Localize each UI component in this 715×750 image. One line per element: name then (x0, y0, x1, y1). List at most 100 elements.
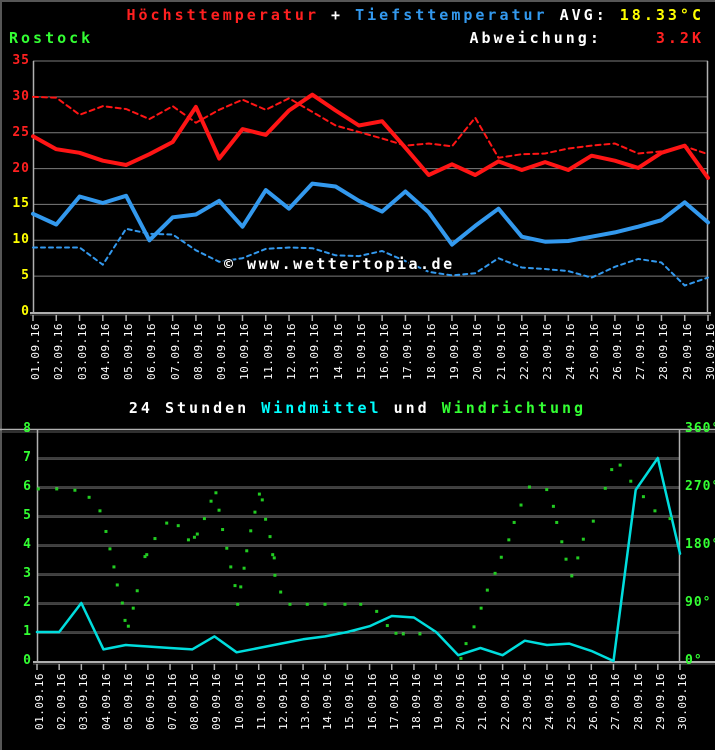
wind-direction-dot (112, 565, 116, 569)
temp-x-tick-label: 20.09.16 (471, 323, 484, 380)
wind-direction-dot (603, 486, 607, 490)
temp-y-tick-label: 30 (12, 89, 30, 104)
temp-x-tick-label: 04.09.16 (99, 323, 112, 380)
wind-direction-dot (126, 624, 130, 628)
temp-x-tick-label: 07.09.16 (169, 323, 182, 380)
wind-direction-dot (176, 524, 180, 528)
wind-direction-dot (120, 601, 124, 605)
temp-chart-header: Höchsttemperatur + Tiefsttemperatur AVG:… (127, 6, 705, 24)
temp-x-tick-label: 12.09.16 (285, 323, 298, 380)
wind-direction-dot (236, 602, 240, 606)
temp-x-tick-label: 19.09.16 (448, 323, 461, 380)
wind-direction-dot (464, 642, 468, 646)
wind-direction-dot (73, 488, 77, 492)
wind-x-tick-label: 26.09.16 (587, 673, 600, 730)
wind-y-tick-label: 2 (23, 595, 32, 610)
temp-x-tick-label: 28.09.16 (657, 323, 670, 380)
temp-x-tick-label: 08.09.16 (192, 323, 205, 380)
wind-direction-dot (242, 566, 246, 570)
wind-y-tick-label: 7 (23, 450, 32, 465)
wind-title-und: und (381, 399, 442, 417)
max-temp-title: Höchsttemperatur (126, 6, 319, 24)
wind-direction-dot (271, 553, 275, 557)
wind-x-tick-label: 30.09.16 (676, 673, 689, 730)
page-border-left (0, 0, 2, 750)
temp-x-tick-label: 09.09.16 (215, 323, 228, 380)
wind-x-tick-label: 08.09.16 (188, 673, 201, 730)
temp-x-tick-label: 11.09.16 (262, 323, 275, 380)
wind-direction-dot (591, 519, 595, 523)
wind-direction-dot (145, 553, 149, 557)
wind-direction-dot (209, 499, 213, 503)
wind-direction-dot (273, 573, 277, 577)
avg-value: 18.33°C (619, 6, 704, 24)
wind-direction-dot (104, 529, 108, 533)
watermark: © www.wettertopia.de (224, 255, 455, 273)
wind-direction-dot (257, 492, 261, 496)
wind-x-tick-label: 25.09.16 (565, 673, 578, 730)
wind-direction-dot (653, 509, 657, 513)
wind-x-tick-label: 23.09.16 (521, 673, 534, 730)
wind-direction-dot (214, 491, 218, 495)
wind-direction-dot (249, 529, 253, 533)
station-name: Rostock (9, 29, 94, 47)
wind-y-tick-label: 1 (23, 624, 32, 639)
wind-x-tick-label: 10.09.16 (233, 673, 246, 730)
temp-x-tick-label: 27.09.16 (634, 323, 647, 380)
wind-direction-dot (418, 632, 422, 636)
deviation-label: Abweichung: (469, 29, 602, 47)
wind-direction-dot (385, 624, 389, 628)
min-temp-title: Tiefsttemperatur (355, 6, 548, 24)
wind-x-tick-label: 20.09.16 (454, 673, 467, 730)
wind-direction-dot (202, 517, 206, 521)
wind-x-tick-label: 15.09.16 (343, 673, 356, 730)
wind-x-tick-label: 11.09.16 (255, 673, 268, 730)
deviation-row: Abweichung: 3.2K (470, 29, 704, 47)
wind-x-tick-label: 12.09.16 (277, 673, 290, 730)
wind-x-tick-label: 01.09.16 (33, 673, 46, 730)
temp-y-tick-label: 10 (12, 232, 30, 247)
wind-x-tick-label: 18.09.16 (410, 673, 423, 730)
deviation-value: 3.2K (655, 29, 704, 47)
wind-direction-dot (217, 508, 221, 512)
wind-direction-dot (272, 556, 276, 560)
temp-x-tick-label: 30.09.16 (704, 323, 715, 380)
wind-direction-dot (245, 549, 249, 553)
wind-y-tick-label: 6 (23, 479, 32, 494)
wind-direction-dot (343, 602, 347, 606)
temp-x-tick-label: 06.09.16 (145, 323, 158, 380)
temp-x-tick-label: 13.09.16 (308, 323, 321, 380)
wind-direction-dot (143, 555, 147, 559)
wind-direction-dot (288, 602, 292, 606)
wind-direction-dot (394, 631, 398, 635)
wind-direction-dot (551, 504, 555, 508)
temp-y-tick-label: 15 (12, 196, 30, 211)
temp-y-tick-label: 25 (12, 125, 30, 140)
temp-x-tick-label: 26.09.16 (611, 323, 624, 380)
wind-x-tick-label: 14.09.16 (321, 673, 334, 730)
wind-direction-dot (260, 498, 264, 502)
wind-direction-dot (131, 606, 135, 610)
wind-direction-dot (527, 485, 531, 489)
wind-x-tick-label: 04.09.16 (100, 673, 113, 730)
temp-x-tick-label: 05.09.16 (122, 323, 135, 380)
wind-direction-dot (186, 538, 190, 542)
temp-y-tick-label: 35 (12, 53, 30, 68)
wind-direction-dot (135, 589, 139, 593)
temp-x-tick-label: 03.09.16 (76, 323, 89, 380)
wind-direction-dot (192, 535, 196, 539)
temp-x-tick-label: 21.09.16 (495, 323, 508, 380)
wind-deg-tick-label: 180° (685, 537, 715, 552)
temp-x-tick-label: 15.09.16 (355, 323, 368, 380)
wind-direction-dot (225, 546, 229, 550)
wind-direction-dot (499, 555, 503, 559)
wind-direction-dot (576, 556, 580, 560)
temp-x-tick-label: 22.09.16 (518, 323, 531, 380)
wind-deg-tick-label: 360° (685, 421, 715, 436)
wind-speed-line (35, 456, 682, 663)
wind-y-tick-label: 5 (23, 508, 32, 523)
temp-x-tick-label: 29.09.16 (681, 323, 694, 380)
temp-x-tick-label: 25.09.16 (588, 323, 601, 380)
